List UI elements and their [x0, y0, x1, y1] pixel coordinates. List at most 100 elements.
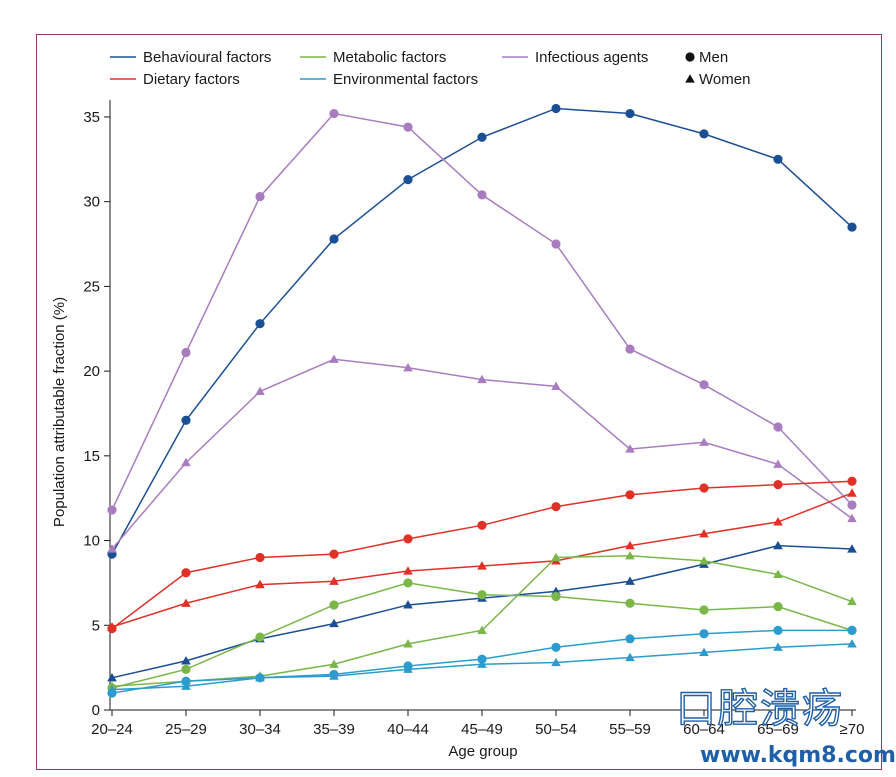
data-point-metabolic-factors-men [773, 602, 783, 612]
data-point-environmental-factors-men [477, 654, 487, 664]
data-point-behavioural-factors-men [625, 108, 635, 119]
data-point-infectious-agents-men [477, 190, 487, 200]
data-point-behavioural-factors-women [107, 673, 117, 682]
legend-label: Infectious agents [535, 49, 648, 66]
y-axis-title: Population attributable fraction (%) [51, 297, 68, 527]
legend-item-behavioural-factors: Behavioural factors [110, 49, 271, 66]
data-point-metabolic-factors-women [477, 625, 487, 634]
x-tick-label: 35–39 [313, 721, 355, 738]
series-behavioural-factors-men [107, 103, 857, 559]
data-point-dietary-factors-men [625, 490, 635, 500]
data-point-infectious-agents-women [551, 381, 561, 390]
x-ticks: 20–24 25–29 30–34 35–39 40–44 45–49 50–54 55–59… [91, 710, 864, 738]
series-dietary-factors-women [107, 488, 857, 631]
data-point-behavioural-factors-women [625, 576, 635, 585]
data-point-infectious-agents-women [847, 513, 857, 523]
x-tick-label: ≥70 [840, 721, 865, 738]
data-point-dietary-factors-women [329, 576, 339, 585]
data-point-environmental-factors-women [551, 657, 561, 667]
data-point-behavioural-factors-women [181, 656, 191, 665]
data-point-behavioural-factors-men [773, 154, 783, 164]
data-point-behavioural-factors-men [329, 234, 339, 244]
plot-area [107, 103, 857, 698]
series-infectious-agents-men [107, 108, 857, 515]
x-tick-label: 55–59 [609, 721, 651, 738]
data-point-metabolic-factors-men [625, 598, 635, 608]
legend-label: Men [699, 49, 728, 66]
legend-item-dietary-factors: Dietary factors [110, 71, 240, 88]
data-point-behavioural-factors-men [699, 129, 709, 139]
data-point-dietary-factors-women [773, 517, 783, 526]
data-point-infectious-agents-men [107, 505, 117, 515]
data-point-infectious-agents-men [329, 108, 339, 119]
series-line-behavioural-factors-men [111, 107, 853, 555]
y-tick-label: 30 [83, 194, 100, 211]
legend-label: Dietary factors [143, 71, 240, 88]
data-point-environmental-factors-women [773, 642, 783, 651]
x-tick-label: 65–69 [757, 721, 799, 738]
x-tick-label: 50–54 [535, 721, 577, 738]
y-tick-label: 35 [83, 109, 100, 126]
data-point-metabolic-factors-women [551, 552, 561, 562]
data-point-metabolic-factors-women [847, 596, 857, 606]
y-tick-label: 0 [92, 702, 100, 719]
data-point-dietary-factors-women [181, 598, 191, 607]
data-point-behavioural-factors-men [255, 319, 265, 329]
data-point-dietary-factors-men [181, 568, 191, 578]
data-point-environmental-factors-women [181, 681, 191, 690]
x-tick-label: 40–44 [387, 721, 429, 738]
data-point-infectious-agents-women [329, 354, 339, 363]
data-point-behavioural-factors-women [329, 618, 339, 628]
data-point-metabolic-factors-men [551, 591, 561, 602]
data-point-metabolic-factors-men [699, 605, 709, 615]
legend-item-men: Men [685, 49, 728, 66]
x-tick-label: 30–34 [239, 721, 281, 738]
data-point-environmental-factors-women [699, 647, 709, 656]
data-point-behavioural-factors-women [403, 600, 413, 609]
data-point-behavioural-factors-women [847, 544, 857, 553]
data-point-environmental-factors-men [551, 642, 561, 652]
watermark-url: www.kqm8.com [700, 743, 896, 768]
series-line-infectious-agents-women [111, 358, 853, 550]
series-dietary-factors-men [107, 476, 857, 634]
figure-frame [36, 34, 882, 770]
data-point-behavioural-factors-men [847, 222, 857, 232]
x-tick-label: 60–64 [683, 721, 725, 738]
legend-marker-triangle-icon [685, 74, 695, 83]
data-point-infectious-agents-men [625, 344, 635, 354]
data-point-dietary-factors-women [477, 561, 487, 570]
data-point-infectious-agents-women [625, 444, 635, 453]
data-point-metabolic-factors-men [403, 578, 413, 588]
legend: Behavioural factors Metabolic factors Infe… [110, 49, 750, 88]
data-point-infectious-agents-men [847, 500, 857, 510]
legend-item-environmental-factors: Environmental factors [300, 71, 478, 88]
watermark-chinese-text: 口腔溃疡 [676, 686, 844, 732]
data-point-metabolic-factors-women [699, 556, 709, 565]
data-point-dietary-factors-men [551, 502, 561, 512]
data-point-metabolic-factors-women [403, 639, 413, 648]
data-point-environmental-factors-women [255, 673, 265, 682]
data-point-environmental-factors-men [625, 634, 635, 644]
data-point-behavioural-factors-men [181, 415, 191, 425]
data-point-infectious-agents-men [403, 122, 413, 132]
data-point-metabolic-factors-men [255, 632, 265, 642]
data-point-infectious-agents-women [107, 544, 117, 553]
y-tick-label: 5 [92, 617, 100, 634]
data-point-environmental-factors-women [477, 659, 487, 668]
data-point-metabolic-factors-women [625, 551, 635, 560]
legend-item-infectious-agents: Infectious agents [502, 49, 648, 66]
y-tick-label: 20 [83, 363, 100, 380]
data-point-behavioural-factors-men [403, 175, 413, 185]
watermark: 口腔溃疡 www.kqm8.com [675, 685, 896, 768]
legend-label: Metabolic factors [333, 49, 446, 66]
data-point-behavioural-factors-men [477, 132, 487, 142]
y-tick-label: 25 [83, 278, 100, 295]
data-point-environmental-factors-men [847, 625, 857, 635]
y-tick-label: 15 [83, 448, 100, 465]
series-infectious-agents-women [107, 354, 857, 553]
x-tick-label: 25–29 [165, 721, 207, 738]
y-ticks: 0 5 10 15 20 25 30 35 [83, 109, 110, 719]
data-point-dietary-factors-men [773, 480, 783, 490]
legend-label: Behavioural factors [143, 49, 271, 66]
legend-label: Environmental factors [333, 71, 478, 88]
